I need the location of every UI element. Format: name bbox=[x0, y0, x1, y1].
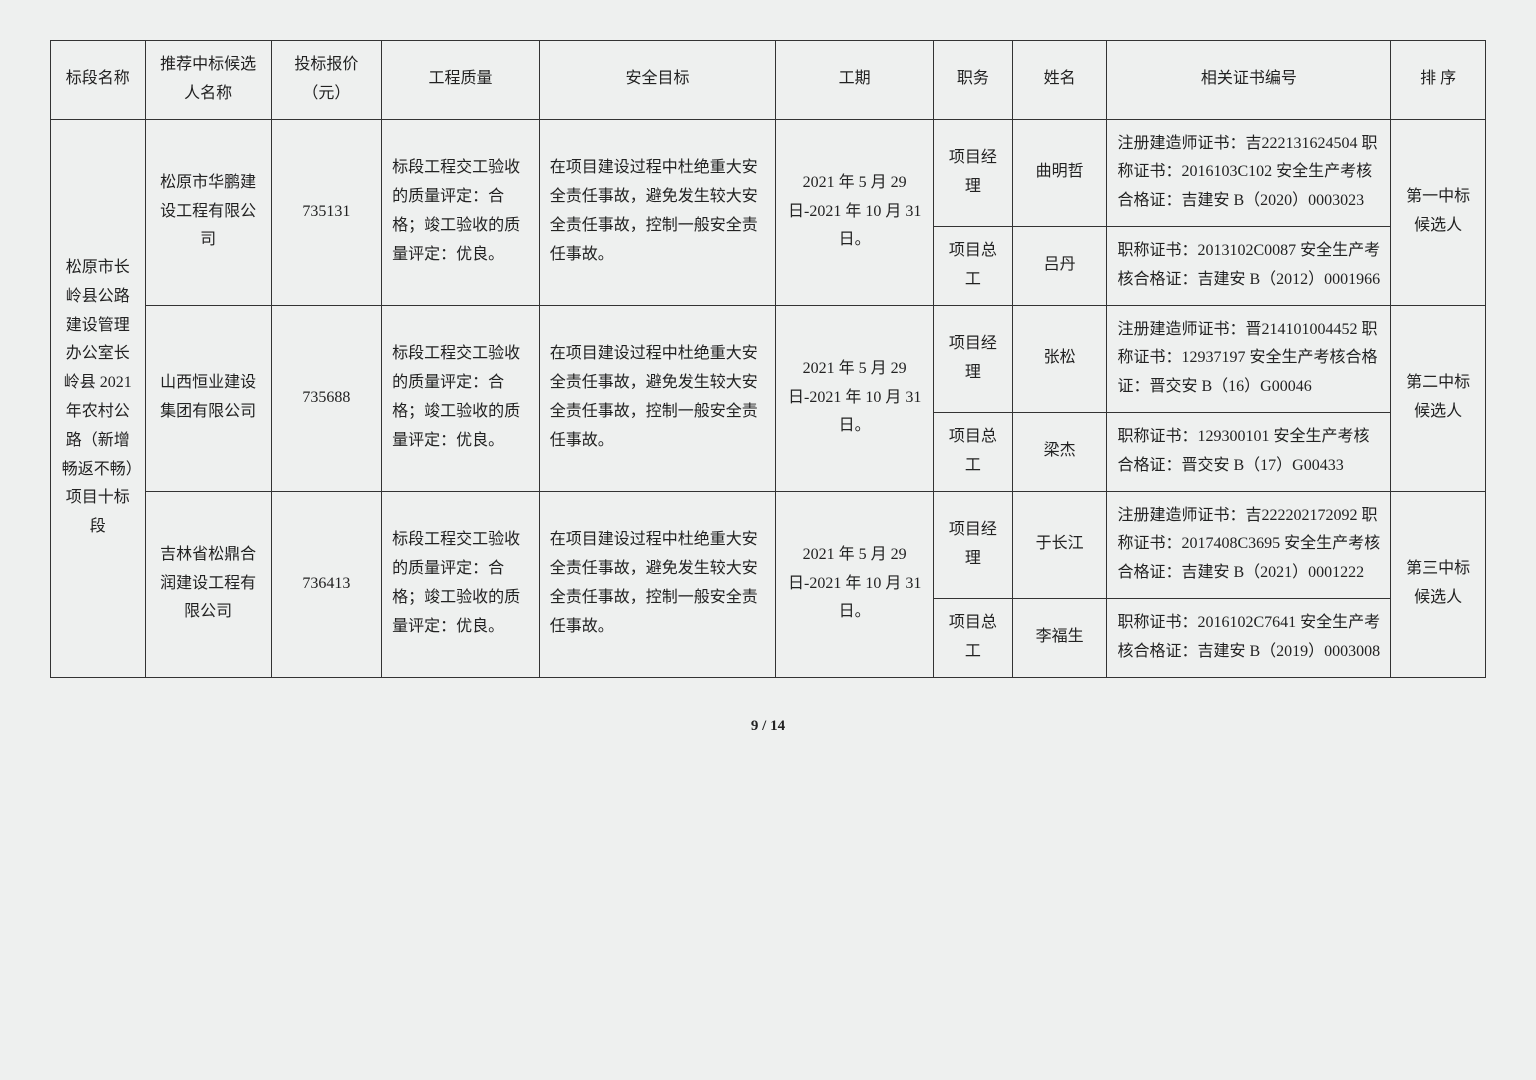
schedule: 2021 年 5 月 29 日-2021 年 10 月 31 日。 bbox=[776, 491, 934, 677]
role: 项目总工 bbox=[934, 598, 1013, 677]
cert: 注册建造师证书：晋214101004452 职称证书：12937197 安全生产… bbox=[1107, 305, 1391, 412]
role: 项目经理 bbox=[934, 305, 1013, 412]
table-row: 山西恒业建设集团有限公司 735688 标段工程交工验收的质量评定：合格；竣工验… bbox=[51, 305, 1486, 412]
table-row: 松原市长岭县公路建设管理办公室长岭县 2021 年农村公路（新增畅返不畅）项目十… bbox=[51, 119, 1486, 226]
schedule: 2021 年 5 月 29 日-2021 年 10 月 31 日。 bbox=[776, 305, 934, 491]
quality: 标段工程交工验收的质量评定：合格；竣工验收的质量评定：优良。 bbox=[382, 305, 540, 491]
quality: 标段工程交工验收的质量评定：合格；竣工验收的质量评定：优良。 bbox=[382, 491, 540, 677]
h-rank: 排 序 bbox=[1391, 41, 1486, 120]
safety: 在项目建设过程中杜绝重大安全责任事故，避免发生较大安全责任事故，控制一般安全责任… bbox=[539, 119, 776, 305]
safety: 在项目建设过程中杜绝重大安全责任事故，避免发生较大安全责任事故，控制一般安全责任… bbox=[539, 491, 776, 677]
h-company: 推荐中标候选人名称 bbox=[145, 41, 271, 120]
bid-table: 标段名称 推荐中标候选人名称 投标报价（元） 工程质量 安全目标 工期 职务 姓… bbox=[50, 40, 1486, 678]
role: 项目经理 bbox=[934, 119, 1013, 226]
name: 李福生 bbox=[1012, 598, 1107, 677]
name: 于长江 bbox=[1012, 491, 1107, 598]
document-page: 标段名称 推荐中标候选人名称 投标报价（元） 工程质量 安全目标 工期 职务 姓… bbox=[50, 40, 1486, 735]
company: 吉林省松鼎合润建设工程有限公司 bbox=[145, 491, 271, 677]
cert: 职称证书：2016102C7641 安全生产考核合格证：吉建安 B（2019）0… bbox=[1107, 598, 1391, 677]
h-section: 标段名称 bbox=[51, 41, 146, 120]
h-role: 职务 bbox=[934, 41, 1013, 120]
cert: 职称证书：129300101 安全生产考核合格证：晋交安 B（17）G00433 bbox=[1107, 412, 1391, 491]
h-schedule: 工期 bbox=[776, 41, 934, 120]
cert: 职称证书：2013102C0087 安全生产考核合格证：吉建安 B（2012）0… bbox=[1107, 226, 1391, 305]
price: 736413 bbox=[271, 491, 381, 677]
h-name: 姓名 bbox=[1012, 41, 1107, 120]
h-price: 投标报价（元） bbox=[271, 41, 381, 120]
role: 项目总工 bbox=[934, 226, 1013, 305]
page-number: 9 / 14 bbox=[50, 718, 1486, 735]
role: 项目总工 bbox=[934, 412, 1013, 491]
price: 735688 bbox=[271, 305, 381, 491]
name: 吕丹 bbox=[1012, 226, 1107, 305]
quality: 标段工程交工验收的质量评定：合格；竣工验收的质量评定：优良。 bbox=[382, 119, 540, 305]
h-safety: 安全目标 bbox=[539, 41, 776, 120]
table-row: 吉林省松鼎合润建设工程有限公司 736413 标段工程交工验收的质量评定：合格；… bbox=[51, 491, 1486, 598]
rank: 第三中标候选人 bbox=[1391, 491, 1486, 677]
h-quality: 工程质量 bbox=[382, 41, 540, 120]
cert: 注册建造师证书：吉222131624504 职称证书：2016103C102 安… bbox=[1107, 119, 1391, 226]
rank: 第一中标候选人 bbox=[1391, 119, 1486, 305]
header-row: 标段名称 推荐中标候选人名称 投标报价（元） 工程质量 安全目标 工期 职务 姓… bbox=[51, 41, 1486, 120]
company: 松原市华鹏建设工程有限公司 bbox=[145, 119, 271, 305]
role: 项目经理 bbox=[934, 491, 1013, 598]
cert: 注册建造师证书：吉222202172092 职称证书：2017408C3695 … bbox=[1107, 491, 1391, 598]
rank: 第二中标候选人 bbox=[1391, 305, 1486, 491]
name: 梁杰 bbox=[1012, 412, 1107, 491]
name: 曲明哲 bbox=[1012, 119, 1107, 226]
section-name: 松原市长岭县公路建设管理办公室长岭县 2021 年农村公路（新增畅返不畅）项目十… bbox=[51, 119, 146, 677]
safety: 在项目建设过程中杜绝重大安全责任事故，避免发生较大安全责任事故，控制一般安全责任… bbox=[539, 305, 776, 491]
company: 山西恒业建设集团有限公司 bbox=[145, 305, 271, 491]
h-cert: 相关证书编号 bbox=[1107, 41, 1391, 120]
schedule: 2021 年 5 月 29 日-2021 年 10 月 31 日。 bbox=[776, 119, 934, 305]
price: 735131 bbox=[271, 119, 381, 305]
name: 张松 bbox=[1012, 305, 1107, 412]
